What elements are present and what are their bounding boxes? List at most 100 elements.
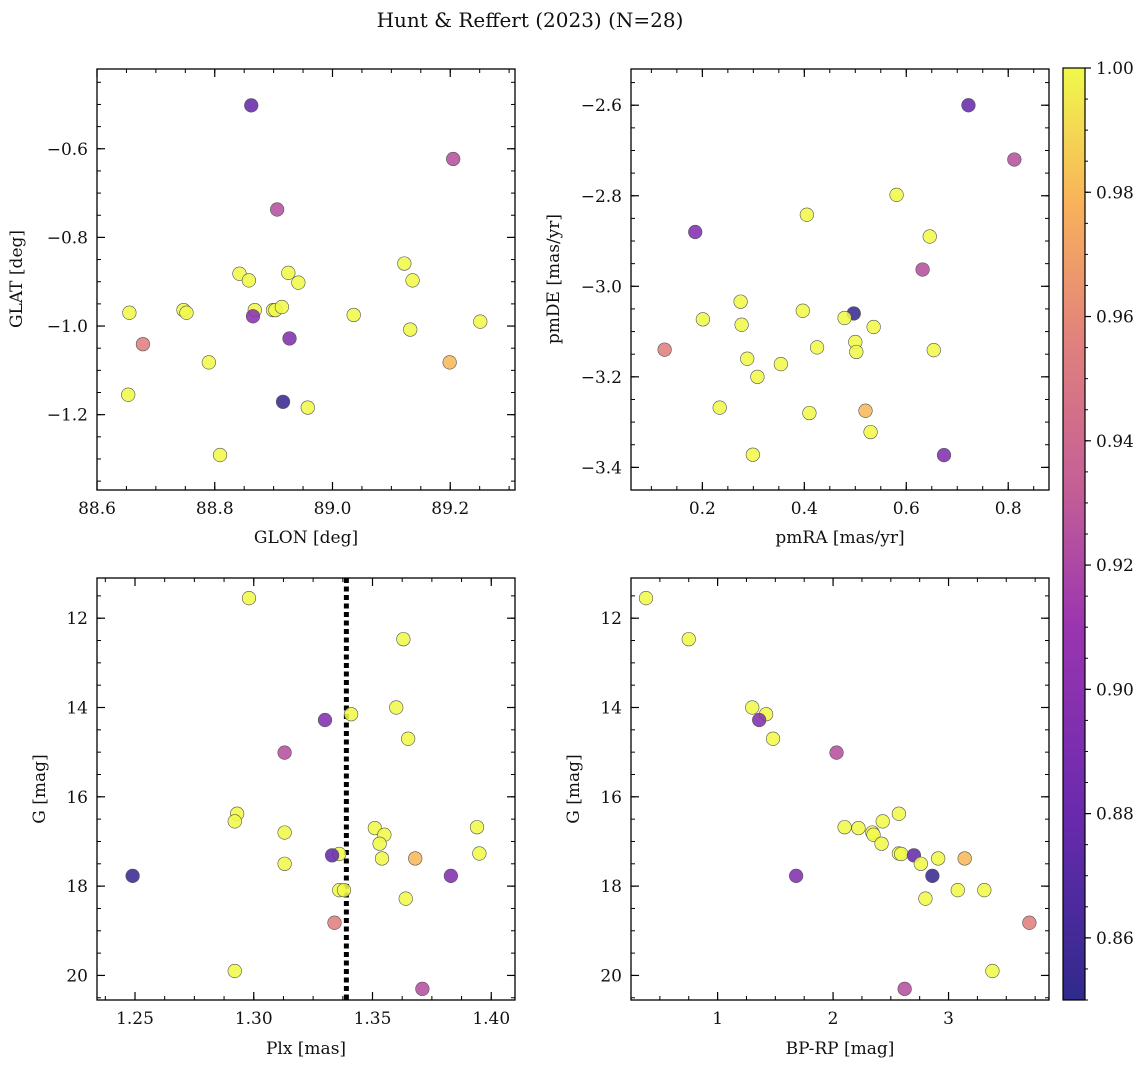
data-point — [837, 820, 852, 835]
data-point — [327, 915, 342, 930]
data-point — [936, 448, 952, 463]
figure-title: Hunt & Reffert (2023) (N=28) — [377, 8, 684, 32]
data-point — [212, 447, 228, 463]
data-point — [863, 424, 878, 440]
data-point — [277, 745, 292, 760]
data-point — [889, 187, 904, 202]
scatter-points — [638, 590, 1037, 996]
x-tick-label: 88.6 — [78, 499, 116, 519]
y-tick-label: 20 — [66, 966, 88, 986]
y-tick-label: −1.2 — [47, 406, 88, 426]
data-point — [415, 981, 430, 996]
data-point — [745, 447, 760, 462]
data-point — [926, 343, 941, 358]
x-tick-label: 1.25 — [116, 1009, 154, 1029]
y-tick-label: 16 — [600, 788, 622, 808]
panel-glon-glat: 88.6 88.8 89.0 89.2 −1.2 −1.0 −0.8 −0.6 GLON [d… — [7, 68, 516, 548]
axis-ticks: 0.2 0.4 0.6 0.8 −3.4 −3.2 −3.0 −2.8 −2.6 — [581, 69, 1049, 519]
data-point — [809, 340, 825, 355]
y-tick-label: −3.2 — [581, 368, 622, 388]
data-point — [977, 883, 992, 898]
y-tick-label: 18 — [66, 877, 88, 897]
x-tick-label: 88.8 — [196, 499, 234, 519]
x-tick-label: 3 — [943, 1009, 954, 1029]
y-axis-label: pmDE [mas/yr] — [544, 214, 564, 344]
colorbar: 0.86 0.88 0.90 0.92 0.94 0.96 0.98 1.00 — [1062, 59, 1134, 1001]
data-point — [291, 275, 306, 290]
y-tick-label: −0.8 — [47, 228, 88, 248]
y-tick-label: −2.6 — [581, 96, 622, 116]
data-point — [472, 846, 487, 861]
y-tick-label: 14 — [600, 699, 622, 719]
y-axis-label: GLAT [deg] — [7, 230, 27, 328]
data-point — [277, 856, 292, 871]
data-point — [657, 342, 672, 357]
axis-ticks: 88.6 88.8 89.0 89.2 −1.2 −1.0 −0.8 −0.6 — [47, 69, 515, 519]
x-axis-label: GLON [deg] — [254, 528, 358, 548]
data-point — [874, 836, 889, 851]
data-point — [913, 856, 928, 871]
data-point — [925, 868, 940, 883]
data-point — [851, 820, 866, 836]
data-point — [957, 851, 972, 866]
y-axis-label: G [mag] — [564, 754, 584, 823]
data-point — [442, 355, 457, 370]
data-point — [179, 305, 194, 320]
data-point — [915, 262, 930, 277]
data-point — [894, 846, 909, 862]
colorbar-tick-label: 0.92 — [1096, 556, 1134, 576]
data-point — [122, 305, 137, 320]
data-point — [688, 224, 703, 240]
y-tick-label: −0.6 — [47, 140, 88, 160]
scatter-points — [121, 98, 488, 463]
data-point — [733, 294, 748, 309]
data-point — [277, 825, 292, 840]
y-tick-label: 14 — [66, 699, 88, 719]
data-point — [740, 351, 755, 366]
data-point — [241, 590, 257, 606]
x-tick-label: 0.8 — [995, 499, 1022, 519]
data-point — [985, 963, 1000, 979]
data-point — [765, 731, 781, 746]
colorbar-gradient — [1062, 67, 1086, 1001]
data-point — [837, 310, 852, 326]
x-tick-label: 1.40 — [472, 1009, 510, 1029]
plot-frame — [630, 577, 1050, 1001]
data-point — [858, 403, 873, 418]
y-tick-label: −1.0 — [47, 317, 88, 337]
y-tick-label: 18 — [600, 877, 622, 897]
x-tick-label: 89.2 — [431, 499, 469, 519]
data-point — [897, 981, 912, 996]
plot-frame — [630, 68, 1050, 491]
data-point — [922, 229, 937, 244]
x-tick-label: 1 — [712, 1009, 723, 1029]
data-point — [734, 317, 749, 332]
x-tick-label: 1.30 — [235, 1009, 273, 1029]
x-axis-label: Plx [mas] — [266, 1039, 346, 1059]
colorbar-ticks: 0.86 0.88 0.90 0.92 0.94 0.96 0.98 1.00 — [1085, 59, 1134, 1001]
x-tick-label: 0.6 — [893, 499, 920, 519]
y-tick-label: −3.0 — [581, 277, 622, 297]
data-point — [281, 265, 296, 280]
data-point — [396, 632, 411, 647]
data-point — [745, 700, 760, 715]
y-tick-label: −2.8 — [581, 187, 622, 207]
data-point — [473, 314, 488, 329]
data-point — [317, 712, 333, 728]
data-point — [866, 319, 881, 335]
data-point — [1022, 915, 1037, 930]
data-point — [389, 700, 404, 715]
data-point — [681, 632, 696, 647]
data-point — [695, 312, 710, 327]
data-point — [875, 814, 890, 829]
scatter-points — [125, 578, 487, 1000]
data-point — [802, 405, 817, 421]
y-tick-label: 16 — [66, 788, 88, 808]
data-point — [795, 303, 810, 318]
data-point — [446, 151, 461, 167]
panel-pmra-pmde: 0.2 0.4 0.6 0.8 −3.4 −3.2 −3.0 −2.8 −2.6 pmRA [m… — [544, 68, 1050, 548]
data-point — [125, 868, 140, 883]
x-tick-label: 0.4 — [791, 499, 818, 519]
colorbar-tick-label: 0.94 — [1096, 432, 1134, 452]
